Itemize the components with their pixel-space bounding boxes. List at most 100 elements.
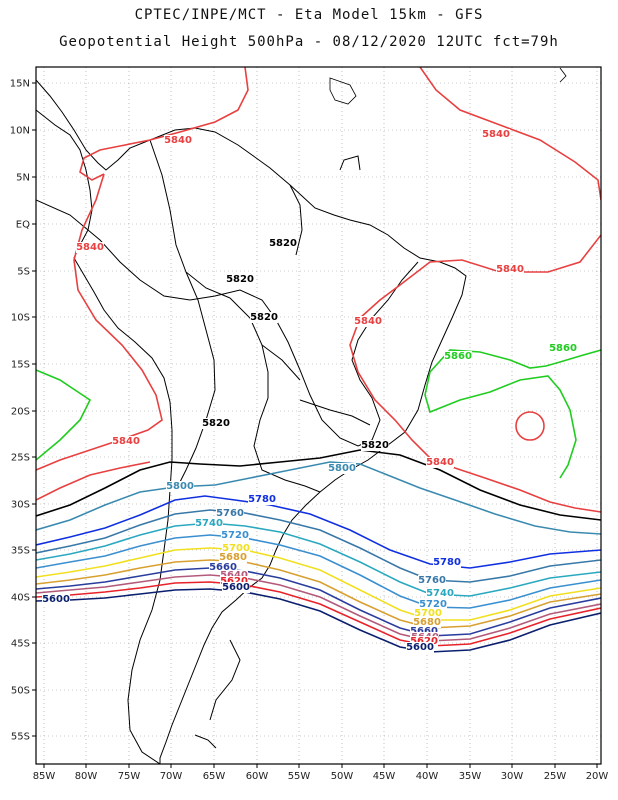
- longitude-label: 25W: [544, 771, 567, 782]
- contour-label: 5840: [426, 457, 454, 468]
- contour-label-bg: [209, 562, 237, 573]
- contour-label: 5680: [219, 552, 247, 563]
- graticule: [36, 67, 601, 764]
- contour-label: 5820: [226, 274, 254, 285]
- latitude-label: 15S: [11, 360, 30, 371]
- contour-5820: [36, 449, 601, 521]
- contour-label: 5840: [496, 264, 524, 275]
- contour-label-bg: [250, 312, 278, 323]
- contour-label-bg: [222, 582, 250, 593]
- map-frame-bg: [36, 67, 601, 764]
- contour-label-bg: [496, 264, 524, 275]
- contour-label-bg: [418, 575, 446, 586]
- contour-label: 5840: [76, 242, 104, 253]
- contour-label: 5600: [406, 642, 434, 653]
- contour-label-bg: [248, 494, 276, 505]
- contour-5760: [36, 509, 601, 583]
- contour-label: 5720: [419, 599, 447, 610]
- longitude-label: 75W: [118, 771, 141, 782]
- contour-label-bg: [166, 481, 194, 492]
- latitude-label: 5N: [16, 173, 30, 184]
- contour-label-bg: [221, 530, 249, 541]
- contour-label-bg: [42, 594, 70, 605]
- contour-5840-east: [349, 234, 601, 513]
- contour-label: 5820: [269, 238, 297, 249]
- contour-label: 5840: [112, 436, 140, 447]
- longitude-label: 65W: [203, 771, 226, 782]
- contour-label-bg: [76, 242, 104, 253]
- contour-labels: 5840 5840 5840 5840 5840 5840 5840 5820 5820 5820…: [42, 129, 577, 653]
- contour-label-bg: [112, 436, 140, 447]
- longitude-label: 70W: [160, 771, 183, 782]
- contour-label-bg: [414, 608, 442, 619]
- contour-label: 5660: [209, 562, 237, 573]
- contour-label-bg: [216, 508, 244, 519]
- axis-ticks: 15N 10N 5N EQ 5S 10S 15S 20S 25S 30S 35S 40S 45S 50S 5…: [10, 79, 609, 783]
- contour-label-bg: [269, 238, 297, 249]
- contour-5780: [36, 495, 601, 569]
- contour-label-bg: [219, 552, 247, 563]
- latitude-label: EQ: [16, 220, 30, 231]
- contour-label-bg: [195, 518, 223, 529]
- map-subtitle: Geopotential Height 500hPa - 08/12/2020 …: [59, 34, 559, 50]
- contour-5840-south: [36, 461, 151, 501]
- contour-label: 5600: [222, 582, 250, 593]
- contour-5660: [36, 567, 601, 637]
- longitude-label: 40W: [416, 771, 439, 782]
- contour-5640: [36, 574, 601, 642]
- contour-label: 5760: [418, 575, 446, 586]
- contour-label: 5620: [410, 636, 438, 647]
- contour-5860-east: [429, 349, 601, 373]
- longitude-label: 55W: [288, 771, 311, 782]
- contour-label: 5620: [220, 576, 248, 587]
- longitude-label: 45W: [373, 771, 396, 782]
- contour-label: 5840: [164, 135, 192, 146]
- contour-5700: [36, 547, 601, 621]
- contour-5680: [36, 559, 601, 629]
- latitude-label: 20S: [11, 407, 30, 418]
- contour-label: 5740: [195, 518, 223, 529]
- contour-label: 5680: [413, 617, 441, 628]
- contour-label: 5640: [220, 570, 248, 581]
- contour-label: 5800: [166, 481, 194, 492]
- latitude-label: 15N: [10, 79, 30, 90]
- height-contours: [36, 67, 601, 653]
- contour-label-bg: [482, 129, 510, 140]
- contour-label-bg: [354, 316, 382, 327]
- contour-label: 5820: [250, 312, 278, 323]
- contour-label: 5820: [202, 418, 230, 429]
- contour-label: 5840: [482, 129, 510, 140]
- latitude-label: 25S: [11, 453, 30, 464]
- contour-label: 5860: [444, 351, 472, 362]
- contour-label-bg: [426, 457, 454, 468]
- latitude-label: 45S: [11, 639, 30, 650]
- contour-5860-loop: [424, 371, 577, 479]
- longitude-label: 85W: [33, 771, 56, 782]
- contour-label-bg: [226, 274, 254, 285]
- contour-label-bg: [220, 570, 248, 581]
- contour-label: 5840: [354, 316, 382, 327]
- contour-label-bg: [406, 642, 434, 653]
- contour-label-bg: [220, 576, 248, 587]
- contour-label-bg: [164, 135, 192, 146]
- map-title: CPTEC/INPE/MCT - Eta Model 15km - GFS: [134, 7, 484, 23]
- contour-label: 5780: [248, 494, 276, 505]
- contour-label-bg: [202, 418, 230, 429]
- contour-label-bg: [419, 599, 447, 610]
- contour-label: 5700: [222, 543, 250, 554]
- latitude-label: 10S: [11, 313, 30, 324]
- contour-5860-west: [36, 369, 92, 461]
- latitude-label: 30S: [11, 500, 30, 511]
- contour-label: 5720: [221, 530, 249, 541]
- longitude-label: 60W: [246, 771, 269, 782]
- longitude-label: 50W: [331, 771, 354, 782]
- latitude-label: 35S: [11, 546, 30, 557]
- contour-5740: [36, 522, 601, 597]
- contour-5720: [36, 534, 601, 609]
- contour-label: 5760: [216, 508, 244, 519]
- contour-label: 5700: [414, 608, 442, 619]
- latitude-label: 55S: [11, 732, 30, 743]
- contour-label-bg: [361, 440, 389, 451]
- latitude-label: 10N: [10, 126, 30, 137]
